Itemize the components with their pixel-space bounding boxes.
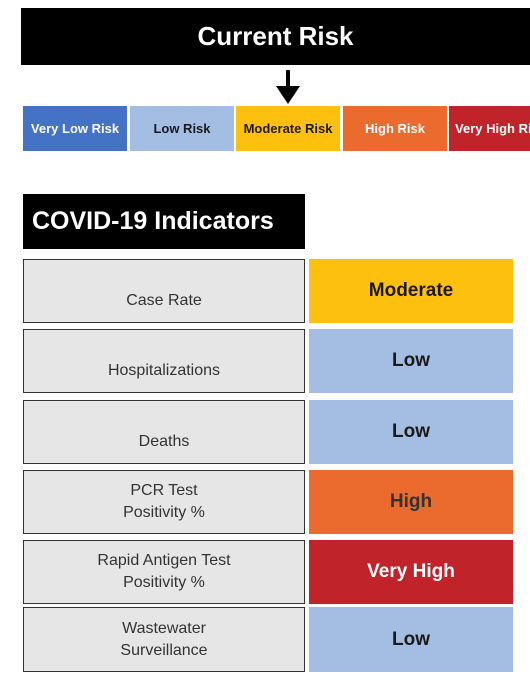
indicator-label-rapid-antigen-positivity: Rapid Antigen Test Positivity % <box>23 540 305 604</box>
risk-level-very-low: Very Low Risk <box>23 106 127 151</box>
current-risk-title: Current Risk <box>21 8 530 65</box>
risk-level-high: High Risk <box>343 106 447 151</box>
indicator-level-deaths: Low <box>309 400 513 464</box>
risk-level-moderate: Moderate Risk <box>236 106 340 151</box>
indicator-level-case-rate: Moderate <box>309 259 513 323</box>
down-arrow-icon <box>276 70 300 104</box>
indicator-label-hospitalizations: Hospitalizations <box>23 329 305 393</box>
indicator-label-wastewater: Wastewater Surveillance <box>23 607 305 672</box>
indicator-level-wastewater: Low <box>309 607 513 672</box>
indicators-title: COVID-19 Indicators <box>23 194 305 249</box>
indicator-label-deaths: Deaths <box>23 400 305 464</box>
indicator-level-pcr-positivity: High <box>309 470 513 534</box>
indicator-level-hospitalizations: Low <box>309 329 513 393</box>
indicator-level-rapid-antigen-positivity: Very High <box>309 540 513 604</box>
risk-level-very-high: Very High Risk <box>449 106 530 151</box>
indicator-label-pcr-positivity: PCR Test Positivity % <box>23 470 305 534</box>
risk-level-low: Low Risk <box>130 106 234 151</box>
indicator-label-case-rate: Case Rate <box>23 259 305 323</box>
risk-scale: Very Low Risk Low Risk Moderate Risk Hig… <box>23 106 530 151</box>
